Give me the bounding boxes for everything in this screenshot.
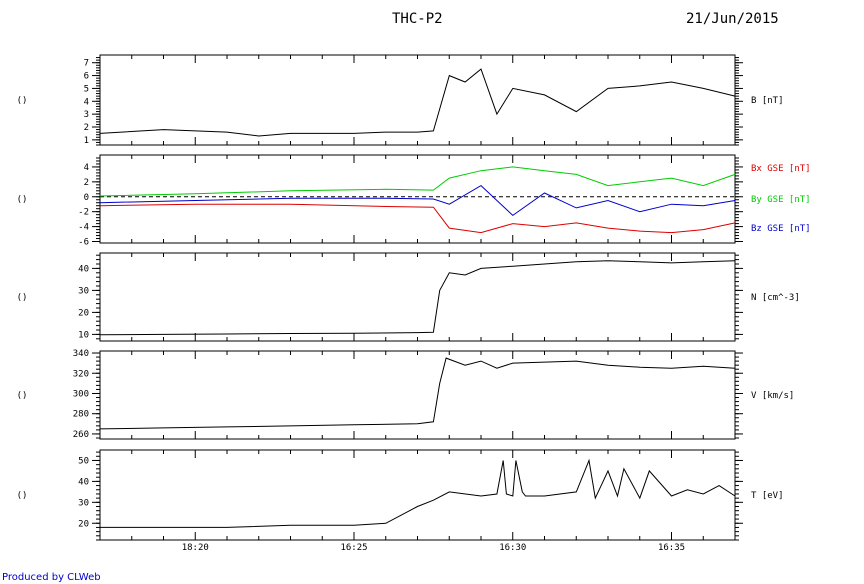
date-label: 21/Jun/2015 — [686, 11, 779, 27]
y-tick-label: 260 — [73, 430, 89, 440]
spacecraft-title: THC-P2 — [392, 11, 443, 27]
y-tick-label: 280 — [73, 410, 89, 420]
y-tick-label: 10 — [78, 330, 89, 340]
y-tick-label: 2 — [84, 178, 89, 188]
panel-units-label: () — [17, 96, 28, 106]
y-tick-label: 50 — [78, 456, 89, 466]
series-line-n-cm-3- — [99, 260, 736, 336]
y-tick-label: -6 — [78, 238, 89, 248]
panel-units-label: () — [17, 293, 28, 303]
panel-units-label: () — [17, 195, 28, 205]
y-tick-label: -4 — [78, 223, 89, 233]
panel-units-label: () — [17, 391, 28, 401]
y-tick-label: 0 — [84, 193, 89, 203]
y-tick-label: 340 — [73, 349, 89, 359]
credit-label: Produced by CLWeb — [2, 572, 101, 583]
panel-units-label: () — [17, 491, 28, 501]
y-tick-label: 5 — [84, 84, 89, 94]
series-line-b-nt- — [99, 68, 736, 137]
y-tick-label: 2 — [84, 123, 89, 133]
x-tick-label: 16:25 — [340, 543, 367, 553]
y-tick-label: 3 — [84, 110, 89, 120]
series-line-bz-gse-nt- — [99, 184, 736, 217]
x-tick-label: 16:30 — [499, 543, 526, 553]
y-tick-label: 4 — [84, 97, 89, 107]
panel-frame — [99, 449, 736, 541]
series-line-v-km-s- — [99, 357, 736, 430]
y-tick-label: 300 — [73, 389, 89, 399]
y-tick-label: 7 — [84, 59, 89, 69]
legend-label: By GSE [nT] — [751, 195, 811, 205]
series-line-t-ev- — [100, 458, 736, 528]
y-tick-label: 1 — [84, 136, 89, 146]
panel-frame — [99, 252, 736, 342]
y-tick-label: 4 — [84, 163, 89, 173]
panel-frame — [99, 54, 736, 146]
y-tick-label: 6 — [84, 72, 89, 82]
series-line-by-gse-nt- — [99, 166, 736, 197]
legend-label: Bz GSE [nT] — [751, 224, 811, 234]
y-tick-label: 40 — [78, 477, 89, 487]
y-tick-label: 20 — [78, 519, 89, 529]
y-tick-label: 320 — [73, 369, 89, 379]
x-tick-label: 18:20 — [182, 543, 209, 553]
y-tick-label: 20 — [78, 308, 89, 318]
series-line-bx-gse-nt- — [99, 203, 736, 234]
y-tick-label: 30 — [78, 286, 89, 296]
legend-label: Bx GSE [nT] — [751, 164, 811, 174]
y-tick-label: -2 — [78, 208, 89, 218]
panel-y-label: V [km/s] — [751, 391, 794, 401]
x-tick-label: 16:35 — [658, 543, 685, 553]
panel-y-label: T [eV] — [751, 491, 784, 501]
panel-y-label: N [cm^-3] — [751, 293, 800, 303]
panel-y-label: B [nT] — [751, 96, 784, 106]
panel-frame — [99, 350, 736, 440]
y-tick-label: 30 — [78, 498, 89, 508]
y-tick-label: 40 — [78, 264, 89, 274]
